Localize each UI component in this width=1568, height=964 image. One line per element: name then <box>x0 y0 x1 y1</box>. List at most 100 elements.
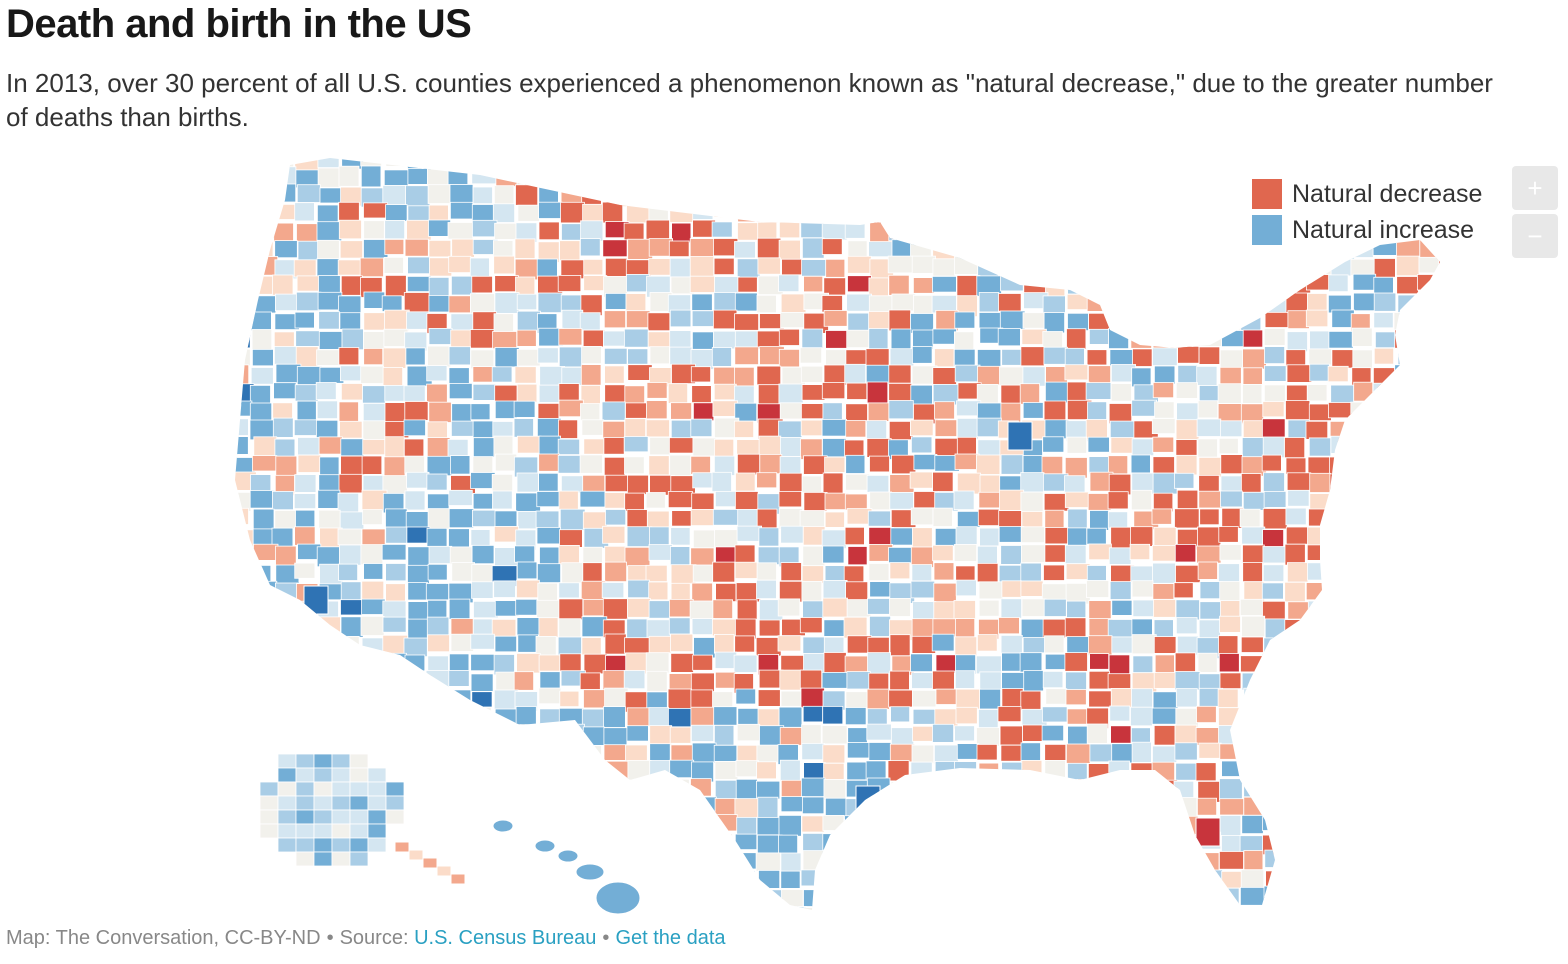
county-cell[interactable] <box>470 835 493 855</box>
county-cell[interactable] <box>272 402 293 419</box>
county-cell[interactable] <box>449 905 472 925</box>
county-cell[interactable] <box>1262 436 1285 459</box>
county-cell[interactable] <box>1331 151 1356 171</box>
county-cell[interactable] <box>363 563 384 580</box>
county-cell[interactable] <box>778 348 800 368</box>
county-cell[interactable] <box>1174 238 1200 257</box>
county-cell[interactable] <box>887 760 910 782</box>
county-cell[interactable] <box>339 727 364 747</box>
county-cell[interactable] <box>1197 526 1222 548</box>
county-cell[interactable] <box>428 833 450 855</box>
zoom-out-button[interactable]: − <box>1512 214 1558 258</box>
county-cell[interactable] <box>1067 527 1088 548</box>
county-cell[interactable] <box>581 637 602 656</box>
county-cell[interactable] <box>976 150 1002 166</box>
county-cell[interactable] <box>1041 904 1067 924</box>
county-cell[interactable] <box>473 869 497 889</box>
county-cell[interactable] <box>778 383 804 405</box>
county-cell[interactable] <box>646 867 667 888</box>
county-cell[interactable] <box>274 183 297 203</box>
county-cell[interactable] <box>1220 152 1242 172</box>
county-cell[interactable] <box>734 346 759 365</box>
county-cell[interactable] <box>911 150 935 166</box>
county-cell[interactable] <box>1198 852 1220 873</box>
county-cell[interactable] <box>449 151 471 169</box>
county-cell[interactable] <box>1308 907 1333 925</box>
county-cell[interactable] <box>1023 276 1047 295</box>
county-cell[interactable] <box>253 256 279 276</box>
county-cell[interactable] <box>381 670 407 692</box>
county-cell[interactable] <box>1264 726 1290 744</box>
county-cell[interactable] <box>1130 796 1151 816</box>
county-cell[interactable] <box>1309 472 1331 493</box>
county-cell[interactable] <box>318 436 343 455</box>
county-cell[interactable] <box>1045 923 1064 925</box>
county-cell[interactable] <box>668 708 692 728</box>
county-cell[interactable] <box>583 689 608 709</box>
county-cell[interactable] <box>1262 564 1285 582</box>
county-cell[interactable] <box>911 436 933 454</box>
county-cell[interactable] <box>471 219 498 238</box>
county-cell[interactable] <box>1086 889 1108 908</box>
county-cell[interactable] <box>645 777 669 798</box>
county-cell[interactable] <box>976 454 1001 475</box>
county-cell[interactable] <box>1395 580 1419 599</box>
county-cell[interactable] <box>911 672 935 689</box>
county-cell[interactable] <box>843 616 868 639</box>
county-cell[interactable] <box>757 384 782 406</box>
county-cell[interactable] <box>451 403 472 425</box>
county-cell[interactable] <box>1418 708 1441 725</box>
county-cell[interactable] <box>1328 779 1355 801</box>
county-cell[interactable] <box>337 528 362 546</box>
county-cell[interactable] <box>557 454 582 474</box>
county-cell[interactable] <box>888 150 912 167</box>
county-cell[interactable] <box>1086 906 1111 925</box>
county-cell[interactable] <box>669 437 695 454</box>
county-cell[interactable] <box>627 579 650 599</box>
county-cell[interactable] <box>406 762 429 780</box>
county-cell[interactable] <box>1064 544 1087 565</box>
county-cell[interactable] <box>1329 886 1355 903</box>
county-cell[interactable] <box>713 923 733 925</box>
county-cell[interactable] <box>535 885 561 905</box>
county-cell[interactable] <box>407 564 430 586</box>
county-cell[interactable] <box>867 652 892 674</box>
county-cell[interactable] <box>691 906 712 924</box>
county-cell[interactable] <box>780 852 802 874</box>
county-cell[interactable] <box>1241 526 1266 545</box>
county-cell[interactable] <box>648 817 669 839</box>
county-cell[interactable] <box>317 489 341 509</box>
county-cell[interactable] <box>1330 905 1354 923</box>
county-cell[interactable] <box>1437 779 1460 797</box>
county-cell[interactable] <box>1243 581 1266 602</box>
county-cell[interactable] <box>1089 328 1110 345</box>
county-cell[interactable] <box>448 763 473 781</box>
alaska-county[interactable] <box>331 753 351 769</box>
county-cell[interactable] <box>998 150 1025 168</box>
county-cell[interactable] <box>955 796 976 818</box>
county-cell[interactable] <box>229 545 252 566</box>
county-cell[interactable] <box>1439 543 1462 561</box>
county-cell[interactable] <box>778 239 801 261</box>
county-cell[interactable] <box>340 616 364 638</box>
county-cell[interactable] <box>1330 435 1354 454</box>
county-cell[interactable] <box>470 851 495 868</box>
county-cell[interactable] <box>1088 763 1111 781</box>
county-cell[interactable] <box>338 473 363 494</box>
county-cell[interactable] <box>821 672 848 689</box>
county-cell[interactable] <box>1396 924 1417 925</box>
county-cell[interactable] <box>360 616 385 636</box>
county-cell[interactable] <box>403 385 426 402</box>
county-cell[interactable] <box>689 275 716 293</box>
county-cell[interactable] <box>363 239 389 260</box>
county-cell[interactable] <box>1001 672 1025 691</box>
county-cell[interactable] <box>692 564 715 583</box>
county-cell[interactable] <box>649 436 671 456</box>
county-cell[interactable] <box>294 151 320 172</box>
county-cell[interactable] <box>1175 454 1198 476</box>
county-cell[interactable] <box>821 382 846 400</box>
county-cell[interactable] <box>1110 835 1136 856</box>
county-cell[interactable] <box>339 365 362 382</box>
county-cell[interactable] <box>1067 274 1088 295</box>
county-cell[interactable] <box>932 367 957 387</box>
